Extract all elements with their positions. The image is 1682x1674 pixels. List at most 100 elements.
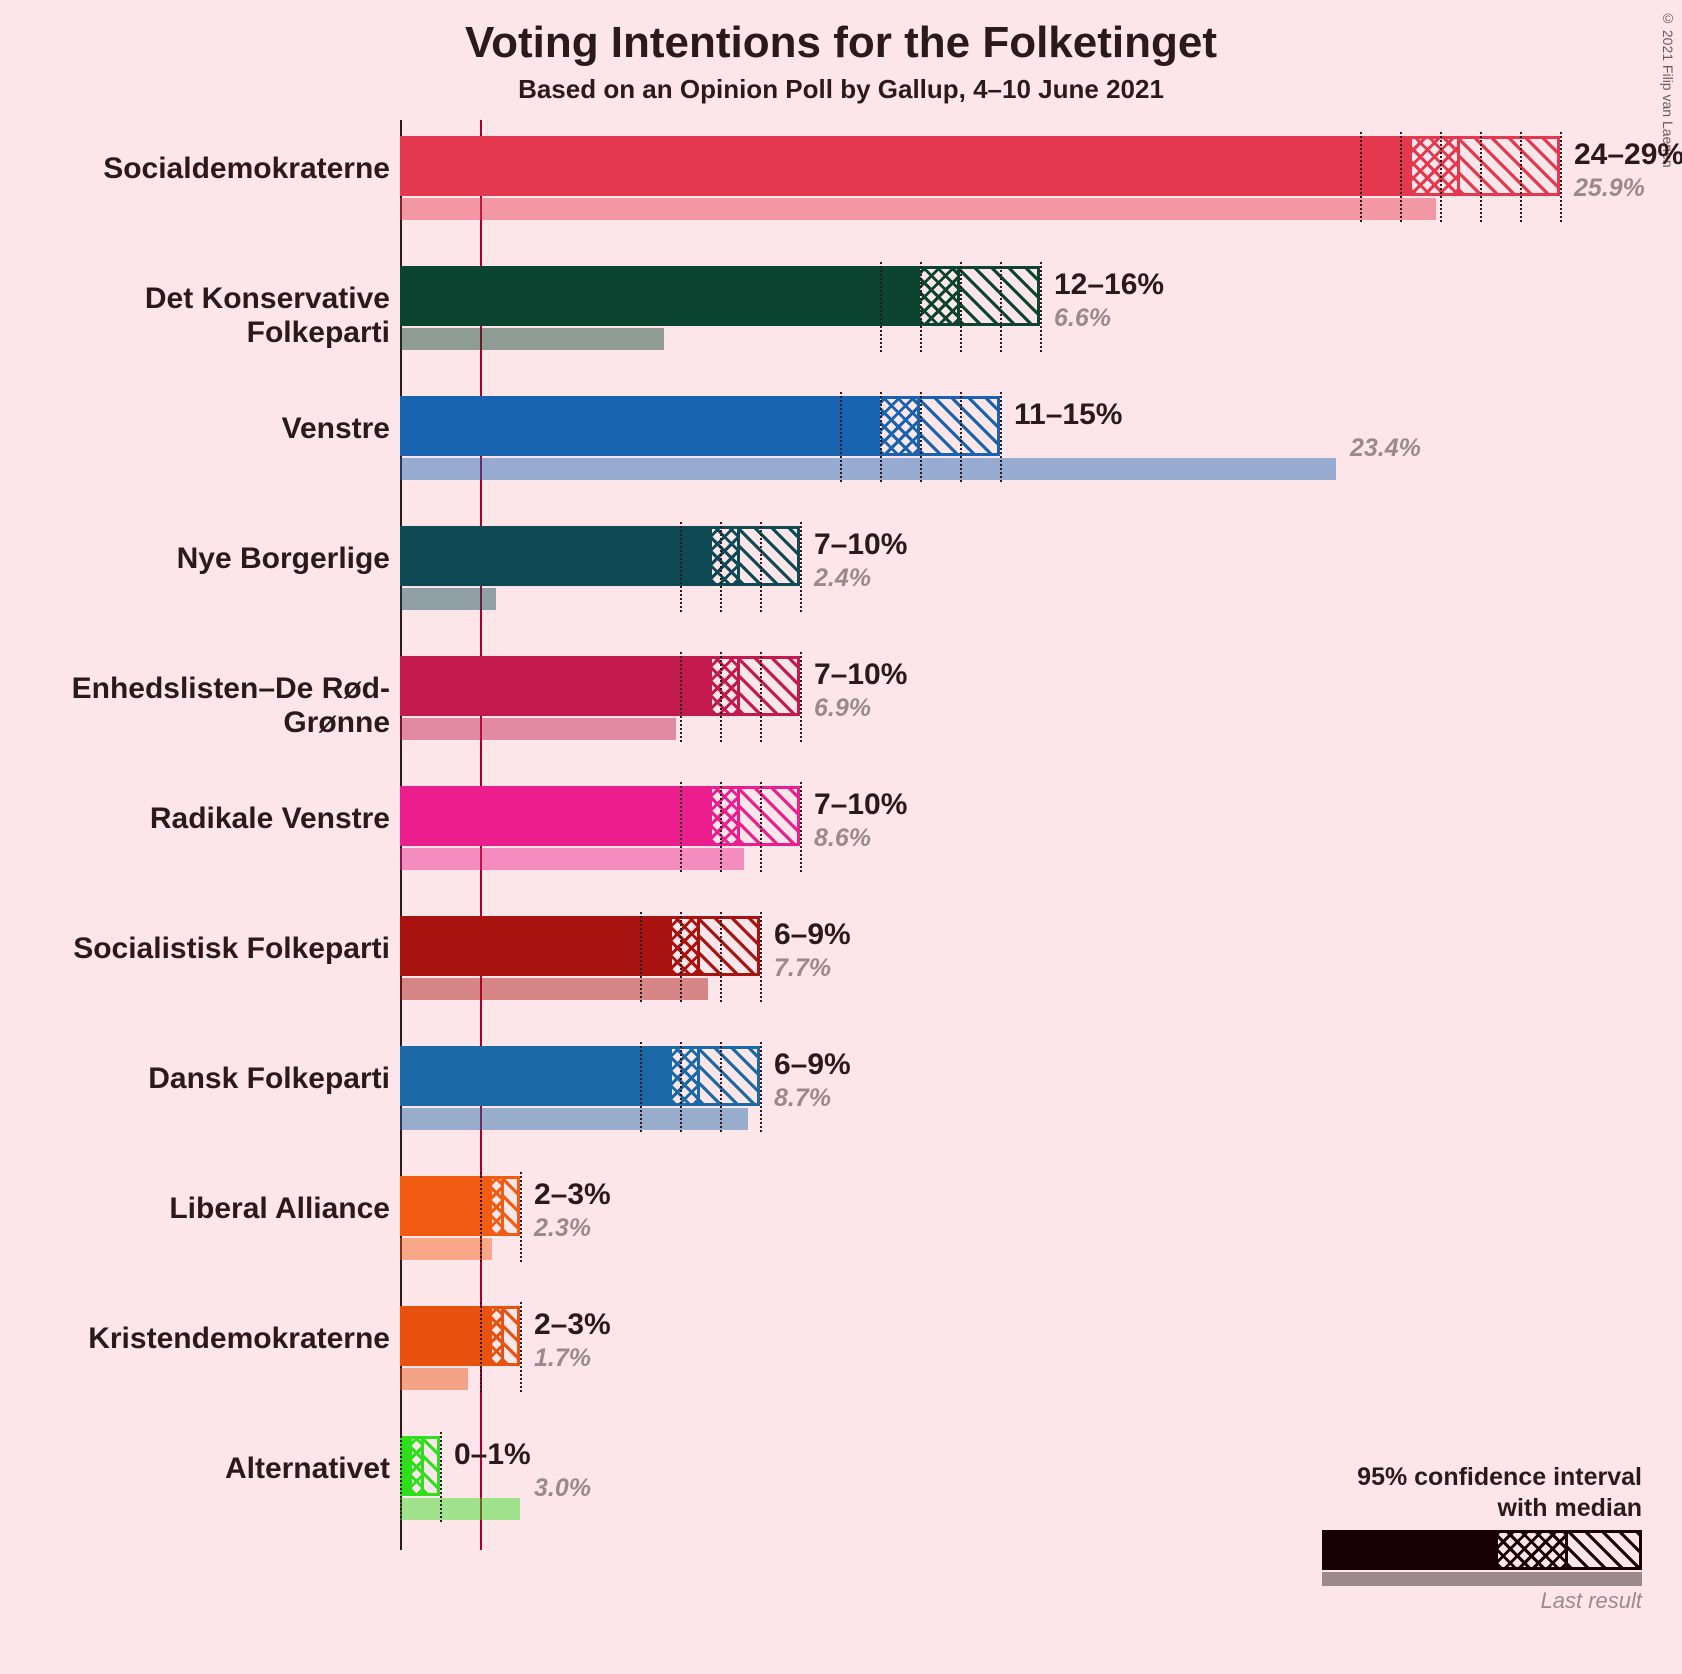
tick [760,782,762,872]
tick [720,652,722,742]
last-result-label: 23.4% [1350,434,1421,463]
last-result-label: 7.7% [774,954,831,983]
tick [1480,132,1482,222]
legend-last-bar [1322,1572,1642,1586]
legend: 95% confidence interval with median Last… [1282,1462,1642,1615]
legend-sample-bar [1322,1530,1642,1570]
last-result-label: 6.6% [1054,304,1111,333]
bar-crosshatch [492,1176,504,1236]
range-label: 2–3% [534,1178,611,1212]
tick [480,1172,482,1262]
tick [800,652,802,742]
range-label: 2–3% [534,1308,611,1342]
tick [880,262,882,352]
last-result-label: 25.9% [1574,174,1645,203]
party-row: Liberal Alliance2–3%2.3% [0,1170,1682,1300]
bar-solid [400,136,1412,196]
bar-diaghatch [1460,136,1560,196]
tick [1360,132,1362,222]
bar-diaghatch [504,1176,520,1236]
tick [640,1042,642,1132]
bar-diaghatch [740,656,800,716]
party-row: Dansk Folkeparti 6–9%8.7% [0,1040,1682,1170]
tick [760,652,762,742]
last-result-label: 8.7% [774,1084,831,1113]
legend-last-label: Last result [1282,1588,1642,1614]
bar-diaghatch [740,526,800,586]
bar-last-result [400,458,1336,480]
bar-diaghatch [700,1046,760,1106]
bar-solid [400,656,712,716]
tick [720,1042,722,1132]
tick [720,522,722,612]
last-result-label: 1.7% [534,1344,591,1373]
tick [680,652,682,742]
tick [720,782,722,872]
range-label: 12–16% [1054,268,1164,302]
bar-crosshatch [712,656,740,716]
tick [440,1432,442,1522]
bar-crosshatch [712,786,740,846]
range-label: 7–10% [814,658,907,692]
range-label: 0–1% [454,1438,531,1472]
party-label: Dansk Folkeparti [0,1062,390,1096]
tick [520,1172,522,1262]
bar-solid [400,526,712,586]
bar-crosshatch [672,1046,700,1106]
tick [640,912,642,1002]
tick [680,522,682,612]
party-row: Radikale Venstre7–10%8.6% [0,780,1682,910]
bar-diaghatch [504,1306,520,1366]
tick [1520,132,1522,222]
tick [1560,132,1562,222]
bar-crosshatch [712,526,740,586]
range-label: 6–9% [774,918,851,952]
last-result-label: 3.0% [534,1474,591,1503]
tick [520,1302,522,1392]
tick [960,262,962,352]
tick [1400,132,1402,222]
bar-crosshatch [880,396,920,456]
bar-solid [400,1176,492,1236]
tick [800,782,802,872]
tick [920,262,922,352]
bar-last-result [400,198,1436,220]
bar-last-result [400,1238,492,1260]
bar-crosshatch [412,1436,424,1496]
bar-diaghatch [740,786,800,846]
tick [760,912,762,1002]
legend-solid [1322,1530,1498,1570]
range-label: 7–10% [814,528,907,562]
tick [800,522,802,612]
party-label: Venstre [0,412,390,446]
chart-title: Voting Intentions for the Folketinget [0,0,1682,68]
party-label: Nye Borgerlige [0,542,390,576]
legend-diag [1568,1530,1642,1570]
party-row: Venstre11–15%23.4% [0,390,1682,520]
tick [1000,392,1002,482]
bar-last-result [400,848,744,870]
party-label: Alternativet [0,1452,390,1486]
party-label: Radikale Venstre [0,802,390,836]
range-label: 6–9% [774,1048,851,1082]
tick [840,392,842,482]
tick [680,782,682,872]
tick [680,912,682,1002]
bar-solid [400,1306,492,1366]
bar-last-result [400,718,676,740]
bar-solid [400,396,880,456]
bar-last-result [400,328,664,350]
legend-title: 95% confidence interval with median [1282,1462,1642,1525]
tick [680,1042,682,1132]
chart-subtitle: Based on an Opinion Poll by Gallup, 4–10… [0,74,1682,105]
bar-diaghatch [424,1436,440,1496]
tick [400,1432,402,1522]
bar-solid [400,266,920,326]
party-label: Kristendemokraterne [0,1322,390,1356]
bar-solid [400,916,672,976]
tick [1000,262,1002,352]
tick [920,392,922,482]
tick [1040,262,1042,352]
bar-solid [400,786,712,846]
tick [880,392,882,482]
